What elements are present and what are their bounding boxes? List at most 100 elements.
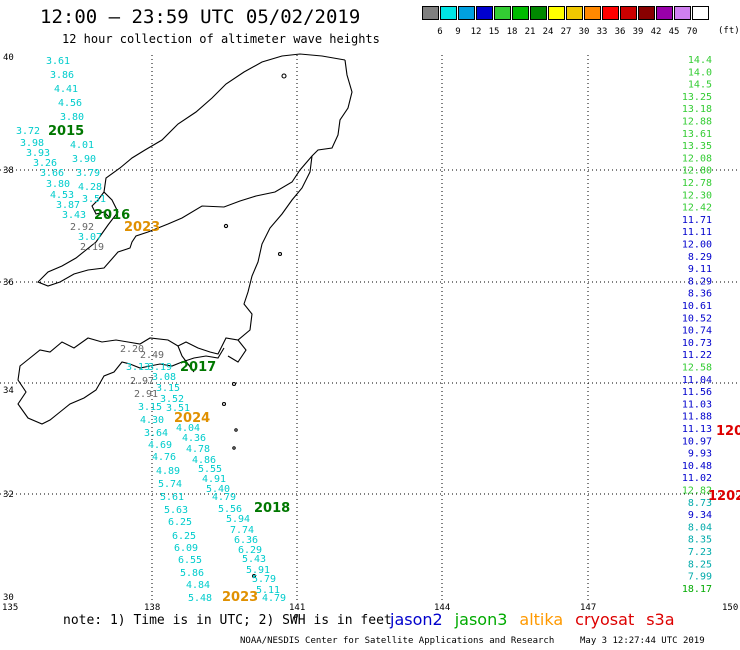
wave-height-value: 10.48 (682, 461, 712, 472)
legend-unit: (ft) (718, 26, 740, 36)
wave-height-value: 2.49 (140, 350, 164, 361)
wave-height-value: 3.87 (56, 200, 80, 211)
wave-height-value: 7.74 (230, 525, 254, 536)
lon-labels: 135 138 141 144 147 150 (2, 603, 738, 613)
wave-height-value: 3.13 (126, 362, 150, 373)
wave-height-value: 3.90 (72, 154, 96, 165)
wave-height-value: 3.80 (46, 179, 70, 190)
pass-time-label: 2023 (124, 220, 160, 235)
wave-height-value: 12.08 (682, 153, 712, 164)
wave-height-value: 8.29 (688, 276, 712, 287)
wave-height-value: 8.29 (688, 252, 712, 263)
wave-height-value: 3.51 (82, 194, 106, 205)
wave-height-value: 14.4 (688, 55, 712, 66)
wave-height-value: 5.91 (246, 565, 270, 576)
wave-height-value: 5.61 (160, 492, 184, 503)
wave-height-value: 10.52 (682, 313, 712, 324)
wave-height-value: 5.11 (256, 585, 280, 596)
wave-height-value: 11.22 (682, 350, 712, 361)
wave-height-value: 10.73 (682, 338, 712, 349)
wave-height-value: 6.29 (238, 545, 262, 556)
wave-height-value: 5.40 (206, 484, 230, 495)
legend-level-6: 6 (437, 27, 443, 37)
wave-height-value: 4.84 (186, 580, 210, 591)
wave-height-value: 2.97 (130, 376, 154, 387)
wave-height-value: 3.79 (76, 168, 100, 179)
satellite-s3a: s3a (646, 610, 675, 629)
wave-height-value: 3.19 (148, 362, 172, 373)
lon-label-138: 138 (144, 603, 160, 613)
island-7 (232, 446, 236, 450)
wave-height-value: 3.98 (20, 138, 44, 149)
wave-height-value: 6.25 (172, 531, 196, 542)
legend-swatch-39 (638, 6, 655, 20)
island-9 (294, 614, 298, 618)
wave-height-value: 4.69 (148, 440, 172, 451)
wave-height-value: 7.23 (688, 547, 712, 558)
wave-height-value: 14.5 (688, 80, 712, 91)
legend-level-36: 36 (614, 27, 626, 37)
legend-swatch-15 (494, 6, 511, 20)
wave-height-value: 6.36 (234, 535, 258, 546)
wave-height-value: 18.17 (682, 584, 712, 595)
satellite-jason3: jason3 (454, 610, 508, 629)
wave-height-value: 11.56 (682, 387, 712, 398)
wave-height-value: 8.04 (688, 522, 712, 533)
wave-height-value: 3.07 (78, 232, 102, 243)
wave-height-value: 10.61 (682, 301, 712, 312)
wave-height-value: 11.04 (682, 375, 712, 386)
wave-height-value: 5.48 (188, 593, 212, 604)
wave-height-value: 3.51 (166, 403, 190, 414)
lat-label-34: 34 (3, 386, 14, 396)
wave-height-value: 4.30 (140, 415, 164, 426)
legend-swatch-24 (548, 6, 565, 20)
wave-height-values: 3.61 3.86 4.41 4.56 3.80 3.723.983.933.263.66… (16, 55, 712, 604)
pass-time-label: 2018 (254, 501, 290, 516)
island-1 (281, 73, 287, 79)
pass-time-label: 2015 (48, 124, 84, 139)
lat-label-40: 40 (3, 53, 14, 63)
pass-time-label: 2017 (180, 360, 216, 375)
wave-height-value: 11.11 (682, 227, 712, 238)
map-title: 12:00 – 23:59 UTC 05/02/2019 (40, 6, 361, 28)
wave-height-value: 12.00 (682, 240, 712, 251)
legend-swatch-30 (584, 6, 601, 20)
island-6 (234, 428, 238, 432)
island-3 (277, 251, 283, 257)
wave-height-value: 2.91 (134, 389, 158, 400)
wave-height-value: 5.79 (252, 574, 276, 585)
wave-height-value: 13.61 (682, 129, 712, 140)
pass-time-label: 2024 (174, 411, 210, 426)
wave-height-value: 2.20 (120, 344, 144, 355)
wave-height-value: 9.34 (688, 510, 712, 521)
wave-height-value: 4.76 (152, 452, 176, 463)
wave-height-value: 12.88 (682, 117, 712, 128)
wave-height-value: 4.79 (212, 492, 236, 503)
wave-height-value: 12.42 (682, 203, 712, 214)
wave-height-value: 11.03 (682, 399, 712, 410)
wave-height-value: 5.63 (164, 505, 188, 516)
coastline-noto (91, 191, 111, 219)
wave-height-value: 6.09 (174, 543, 198, 554)
satellite-altika: altika (519, 610, 564, 629)
wave-height-value: 3.26 (33, 158, 57, 169)
wave-height-value: 2.92 (70, 222, 94, 233)
wave-height-value: 4.01 (70, 140, 94, 151)
pass-time-label: 120 (716, 424, 740, 439)
legend-swatch-9 (458, 6, 475, 20)
wave-height-value: 2.19 (80, 242, 104, 253)
legend-level-15: 15 (488, 27, 500, 37)
wave-height-value: 8.35 (688, 535, 712, 546)
lon-label-150: 150 (722, 603, 738, 613)
credit-line: NOAA/NESDIS Center for Satellite Applica… (240, 636, 555, 646)
legend-swatch-21 (530, 6, 547, 20)
wave-height-value: 4.53 (50, 190, 74, 201)
wave-height-value: 4.89 (156, 466, 180, 477)
legend-swatch-18 (512, 6, 529, 20)
legend-swatch-45 (674, 6, 691, 20)
wave-height-value: 14.0 (688, 67, 712, 78)
legend-level-18: 18 (506, 27, 518, 37)
wave-height-value: 5.55 (198, 464, 222, 475)
